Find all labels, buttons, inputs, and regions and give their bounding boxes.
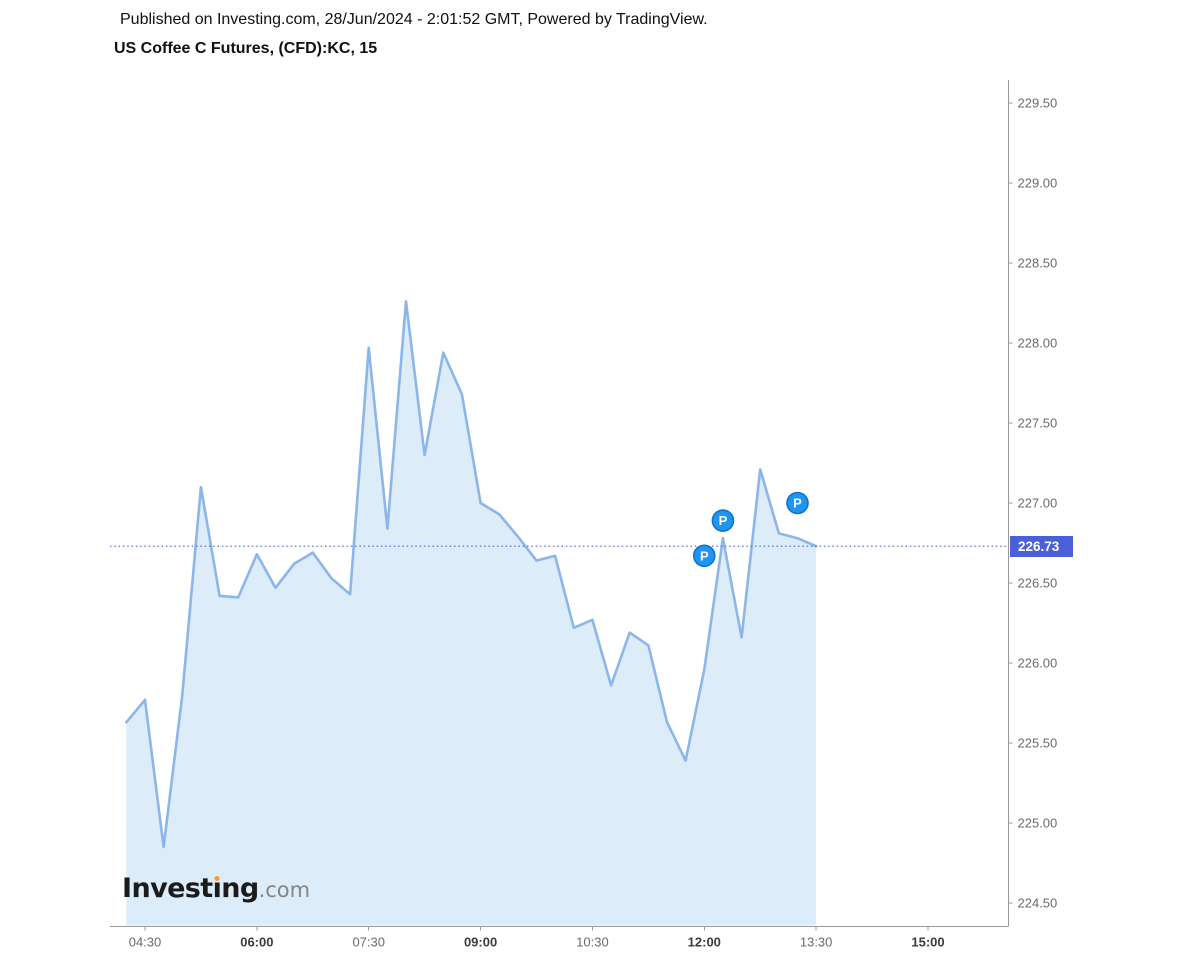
logo-orange-dot-icon	[214, 876, 220, 881]
x-axis-label: 06:00	[240, 935, 273, 950]
y-axis-label: 229.50	[1018, 96, 1058, 111]
y-axis-label: 229.00	[1018, 176, 1058, 191]
logo-i: ı	[212, 873, 222, 904]
logo-com-suffix: .com	[258, 878, 311, 902]
x-axis-label: 04:30	[129, 935, 162, 950]
marker-letter: P	[793, 496, 802, 511]
chart-title: US Coffee C Futures, (CFD):KC, 15	[114, 40, 378, 57]
x-axis-label: 10:30	[576, 935, 609, 950]
logo-word-end: ng	[221, 873, 259, 904]
price-line	[125, 300, 818, 849]
position-marker: P	[692, 544, 716, 568]
x-axis-label: 13:30	[800, 935, 833, 950]
y-axis-label: 224.50	[1018, 896, 1058, 911]
y-axis-label: 227.00	[1018, 496, 1058, 511]
current-price-badge: 226.73	[1010, 535, 1073, 557]
y-axis-label: 227.50	[1018, 416, 1058, 431]
y-axis-label: 226.00	[1018, 656, 1058, 671]
marker-letter: P	[700, 548, 709, 563]
logo-word-start: Invest	[122, 873, 213, 904]
y-axis-label: 225.00	[1018, 816, 1058, 831]
area-fill	[126, 301, 817, 926]
y-axis-label: 228.50	[1018, 256, 1058, 271]
y-axis-label: 226.50	[1018, 576, 1058, 591]
publish-info: Published on Investing.com, 28/Jun/2024 …	[120, 11, 708, 28]
x-axis-label: 15:00	[911, 935, 944, 950]
y-axis-label: 228.00	[1018, 336, 1058, 351]
x-axis-label: 12:00	[688, 935, 721, 950]
x-axis-label: 09:00	[464, 935, 497, 950]
position-marker: P	[711, 509, 735, 532]
y-axis-label: 225.50	[1018, 736, 1058, 751]
axes	[110, 80, 1013, 931]
marker-letter: P	[719, 513, 728, 528]
position-marker: P	[786, 491, 809, 515]
x-axis-label: 07:30	[352, 935, 385, 950]
investing-logo: Investı ng.com	[122, 873, 310, 904]
